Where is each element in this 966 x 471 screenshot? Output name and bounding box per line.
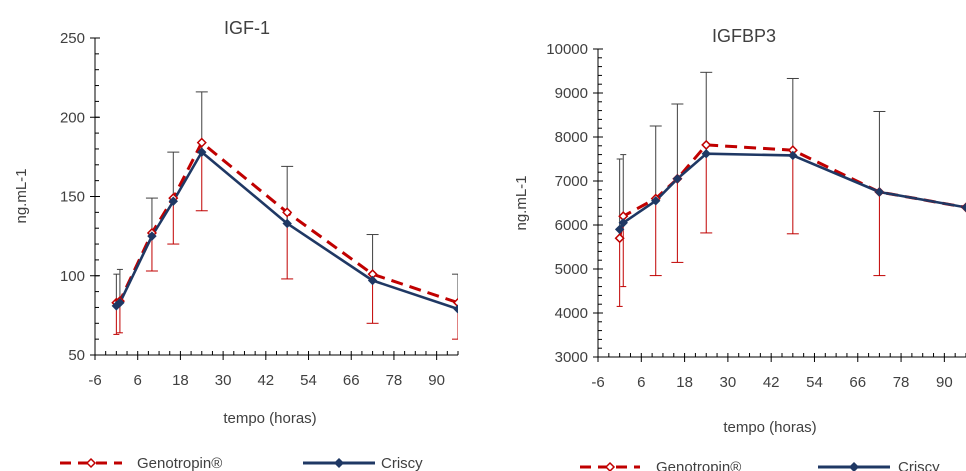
x-tick-label: -6 <box>591 374 604 391</box>
data-point-1 <box>701 149 711 159</box>
x-tick-label: 54 <box>300 372 317 389</box>
y-tick-label: 100 <box>60 268 85 285</box>
data-point-1 <box>874 187 885 197</box>
x-tick-label: 66 <box>343 372 360 389</box>
data-point-1 <box>651 196 661 206</box>
data-point-1 <box>788 150 798 161</box>
legend-marker-1 <box>848 461 860 471</box>
chart-title: IGFBP3 <box>712 26 776 46</box>
series-line-0 <box>115 141 458 305</box>
x-tick-label: 54 <box>806 374 823 391</box>
data-point-0 <box>614 233 625 244</box>
data-point-1 <box>614 224 625 235</box>
x-tick-label: 30 <box>215 372 232 389</box>
data-point-0 <box>196 137 207 148</box>
series-line-1 <box>115 150 458 311</box>
x-tick-label: 78 <box>386 372 403 389</box>
data-point-1 <box>618 218 628 228</box>
data-point-1 <box>367 275 378 286</box>
y-tick-label: 9000 <box>555 85 588 102</box>
y-tick-label: 200 <box>60 109 85 126</box>
x-tick-label: 18 <box>676 374 693 391</box>
data-point-1 <box>115 297 125 308</box>
legend-label-0: Genotropin® <box>656 459 741 471</box>
plot-area <box>111 91 458 340</box>
y-tick-label: 7000 <box>555 173 588 190</box>
series-line-0 <box>618 143 966 239</box>
legend-label-1: Criscy <box>381 455 423 471</box>
x-tick-label: 90 <box>936 374 953 391</box>
legend-label-1: Criscy <box>898 459 940 471</box>
y-tick-label: 250 <box>60 30 85 47</box>
chart-0: IGF-1 50 100 150 200 250 -6 6 18 30 42 54 66 78 90 temp… <box>13 18 459 471</box>
y-tick-label: 50 <box>68 347 85 364</box>
y-tick-label: 4000 <box>555 305 588 322</box>
x-tick-label: -6 <box>88 372 101 389</box>
legend-label-0: Genotropin® <box>137 455 222 471</box>
data-point-1 <box>453 304 458 314</box>
y-axis-label: ng.mL-1 <box>513 175 530 230</box>
data-point-0 <box>701 139 712 150</box>
data-point-1 <box>961 202 966 213</box>
x-tick-label: 42 <box>763 374 780 391</box>
data-point-0 <box>452 297 458 308</box>
x-axis-label: tempo (horas) <box>223 410 316 427</box>
data-point-1 <box>672 174 683 184</box>
legend-marker-0 <box>85 457 97 469</box>
y-tick-label: 8000 <box>555 129 588 146</box>
x-tick-label: 6 <box>134 372 142 389</box>
data-point-1 <box>282 218 292 229</box>
y-tick-label: 10000 <box>546 41 588 58</box>
x-axis-label: tempo (horas) <box>723 419 816 436</box>
y-tick-label: 6000 <box>555 217 588 234</box>
x-tick-label: 18 <box>172 372 189 389</box>
data-point-1 <box>147 231 157 241</box>
x-tick-label: 66 <box>849 374 866 391</box>
x-tick-label: 90 <box>428 372 445 389</box>
chart-title: IGF-1 <box>224 18 270 38</box>
x-tick-label: 78 <box>893 374 910 391</box>
series-line-1 <box>618 152 966 231</box>
data-point-1 <box>168 196 179 206</box>
y-tick-label: 3000 <box>555 349 588 366</box>
y-tick-label: 5000 <box>555 261 588 278</box>
x-tick-label: 42 <box>257 372 274 389</box>
data-point-0 <box>282 207 293 218</box>
y-tick-label: 150 <box>60 189 85 206</box>
legend-marker-0 <box>604 461 616 471</box>
legend-marker-1 <box>333 457 345 469</box>
y-axis-label: ng.mL-1 <box>13 168 30 223</box>
data-point-1 <box>197 147 207 157</box>
plot-area <box>614 71 966 307</box>
chart-1: IGFBP3 3000 4000 5000 6000 7000 8000 9000 10000 -… <box>513 26 966 471</box>
x-tick-label: 30 <box>720 374 737 391</box>
x-tick-label: 6 <box>637 374 645 391</box>
